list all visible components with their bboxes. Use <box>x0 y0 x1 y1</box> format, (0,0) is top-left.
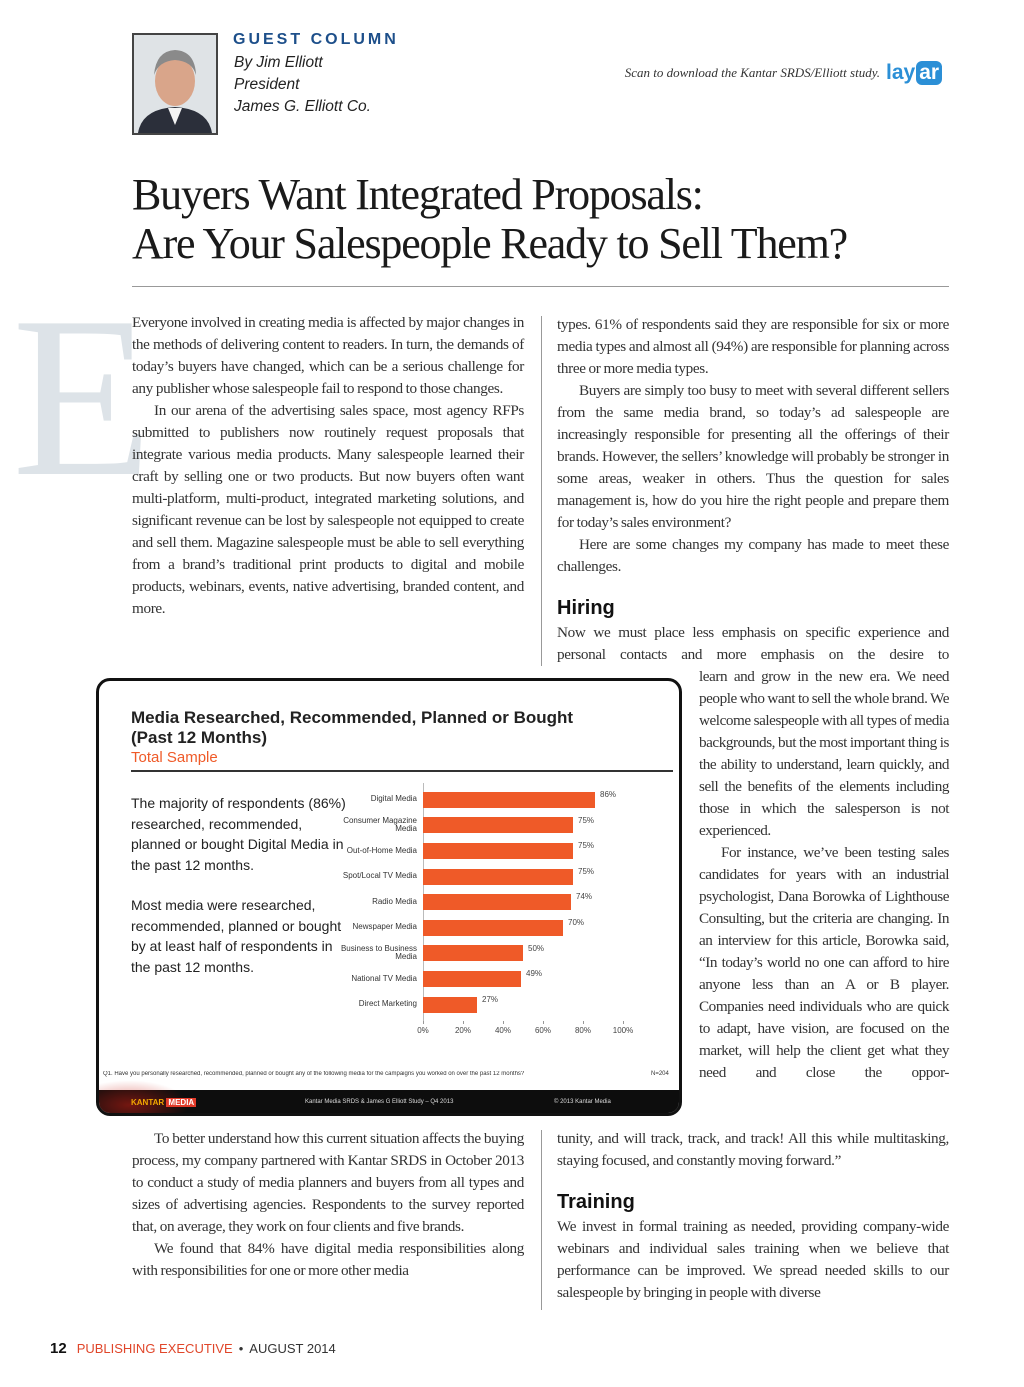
x-tick-label: 80% <box>574 1026 591 1036</box>
training: We invest in formal training as needed, … <box>557 1218 949 1301</box>
chart-source: Kantar Media SRDS & James G Elliott Stud… <box>305 1099 454 1105</box>
category-label: Direct Marketing <box>358 999 417 1009</box>
paragraph: For instance, we’ve been testing sales c… <box>699 844 949 1081</box>
x-tick-label: 100% <box>612 1026 634 1036</box>
x-tick <box>503 1021 504 1025</box>
bar <box>423 945 523 962</box>
value-label: 75% <box>578 866 595 876</box>
publication: PUBLISHING EXECUTIVE <box>76 1341 233 1356</box>
paragraph: In our arena of the advertising sales sp… <box>132 402 524 617</box>
chart-title-line: (Past 12 Months) <box>131 728 268 747</box>
value-label: 27% <box>482 994 499 1004</box>
drop-cap: E <box>12 269 153 524</box>
scan-note: Scan to download the Kantar SRDS/Elliott… <box>624 65 880 80</box>
brand-right: MEDIA <box>166 1098 197 1107</box>
paragraph: types. 61% of respondents said they are … <box>557 316 949 377</box>
category-label: National TV Media <box>351 973 417 983</box>
separator: • <box>238 1341 244 1356</box>
category-label: Radio Media <box>372 896 417 906</box>
section-heading: Training <box>557 1191 635 1213</box>
x-tick <box>463 1021 464 1025</box>
brand-left: KANTAR <box>131 1098 165 1107</box>
left-top: Everyone involved in creating media is a… <box>132 312 524 620</box>
footer: 12 PUBLISHING EXECUTIVE • AUGUST 2014 <box>50 1340 336 1357</box>
photo-art <box>138 50 212 133</box>
chart-subtitle: Total Sample <box>131 749 218 766</box>
paragraph: We found that 84% have digital media res… <box>132 1240 524 1279</box>
column-label: GUEST COLUMN <box>233 31 399 48</box>
bar <box>423 791 595 808</box>
hiring-lead: Now we must place less emphasis on speci… <box>557 624 949 663</box>
paragraph: Here are some changes my company has mad… <box>557 536 949 575</box>
author-photo <box>132 33 218 135</box>
headline-line: Buyers Want Integrated Proposals: <box>132 170 704 219</box>
category-label: Spot/Local TV Media <box>342 871 417 881</box>
logo-right: ar <box>916 61 943 85</box>
hiring-narrow: learn and grow in the new era. We need p… <box>699 666 949 1084</box>
headline-line: Are Your Salespeople Ready to Sell Them? <box>132 219 848 268</box>
bar <box>423 894 571 911</box>
paragraph: learn and grow in the new era. We need p… <box>699 668 949 839</box>
chart-note: The majority of respondents (86%) resear… <box>131 795 346 873</box>
chart-title: Media Researched, Recommended, Planned o… <box>131 708 573 748</box>
rule <box>132 286 949 287</box>
x-tick-label: 0% <box>417 1026 429 1036</box>
value-label: 86% <box>600 790 617 799</box>
date: AUGUST 2014 <box>249 1341 336 1356</box>
bar <box>423 919 563 936</box>
left-bottom: To better understand how this current si… <box>132 1128 524 1282</box>
company: James G. Elliott Co. <box>234 98 371 115</box>
paragraph: Buyers are simply too busy to meet with … <box>557 382 949 531</box>
value-label: 75% <box>578 841 595 851</box>
byline: By Jim Elliott <box>234 54 323 71</box>
chart-footer-bar: KANTAR MEDIA Kantar Media SRDS & James G… <box>99 1080 679 1113</box>
value-label: 74% <box>576 892 593 902</box>
value-label: 75% <box>578 815 595 825</box>
chart-sample: N=204 <box>651 1071 669 1077</box>
chart-title-line: Media Researched, Recommended, Planned o… <box>131 708 574 727</box>
layar-logo: lay ar <box>886 61 943 85</box>
glow <box>99 1080 189 1113</box>
column-divider <box>541 1130 542 1310</box>
page-number: 12 <box>50 1340 67 1357</box>
bar <box>423 817 573 834</box>
category-label: Consumer Magazine Media <box>343 815 417 834</box>
paragraph: To better understand how this current si… <box>132 1130 524 1235</box>
bar <box>423 843 573 859</box>
headline: Buyers Want Integrated Proposals: Are Yo… <box>132 170 848 268</box>
chart-notes: The majority of respondents (86%) resear… <box>131 793 346 977</box>
bar <box>423 971 521 987</box>
byline-block: By Jim Elliott President James G. Elliot… <box>234 52 371 118</box>
column-divider <box>541 316 542 666</box>
x-tick-label: 40% <box>494 1026 511 1036</box>
chart-copyright: © 2013 Kantar Media <box>554 1099 611 1105</box>
category-label: Digital Media <box>370 794 417 804</box>
right-intro: types. 61% of respondents said they are … <box>557 314 949 578</box>
bar <box>423 868 573 885</box>
chart-note: Most media were researched, recommended,… <box>131 897 342 975</box>
section-heading: Hiring <box>557 597 615 619</box>
x-tick <box>543 1021 544 1025</box>
paragraph: Everyone involved in creating media is a… <box>132 314 524 397</box>
category-label: Business to Business Media <box>340 943 417 962</box>
chart-rule <box>131 770 673 772</box>
x-tick-label: 20% <box>454 1026 471 1036</box>
x-tick <box>423 1021 424 1025</box>
x-tick <box>583 1021 584 1025</box>
logo-left: lay <box>886 61 916 84</box>
category-label: Out-of-Home Media <box>346 845 417 855</box>
chart-footnote: Q1. Have you personally researched, reco… <box>103 1071 525 1077</box>
value-label: 70% <box>568 918 585 927</box>
x-tick <box>623 1021 624 1025</box>
value-label: 50% <box>528 943 545 953</box>
x-tick-label: 60% <box>534 1026 551 1036</box>
bar <box>423 996 477 1013</box>
hiring-end: tunity, and will track, track, and track… <box>557 1130 949 1169</box>
chart: Media Researched, Recommended, Planned o… <box>96 678 682 1116</box>
chart-brand: KANTAR MEDIA <box>131 1098 197 1107</box>
role: President <box>234 76 300 93</box>
category-label: Newspaper Media <box>352 922 417 932</box>
value-label: 49% <box>526 969 543 979</box>
